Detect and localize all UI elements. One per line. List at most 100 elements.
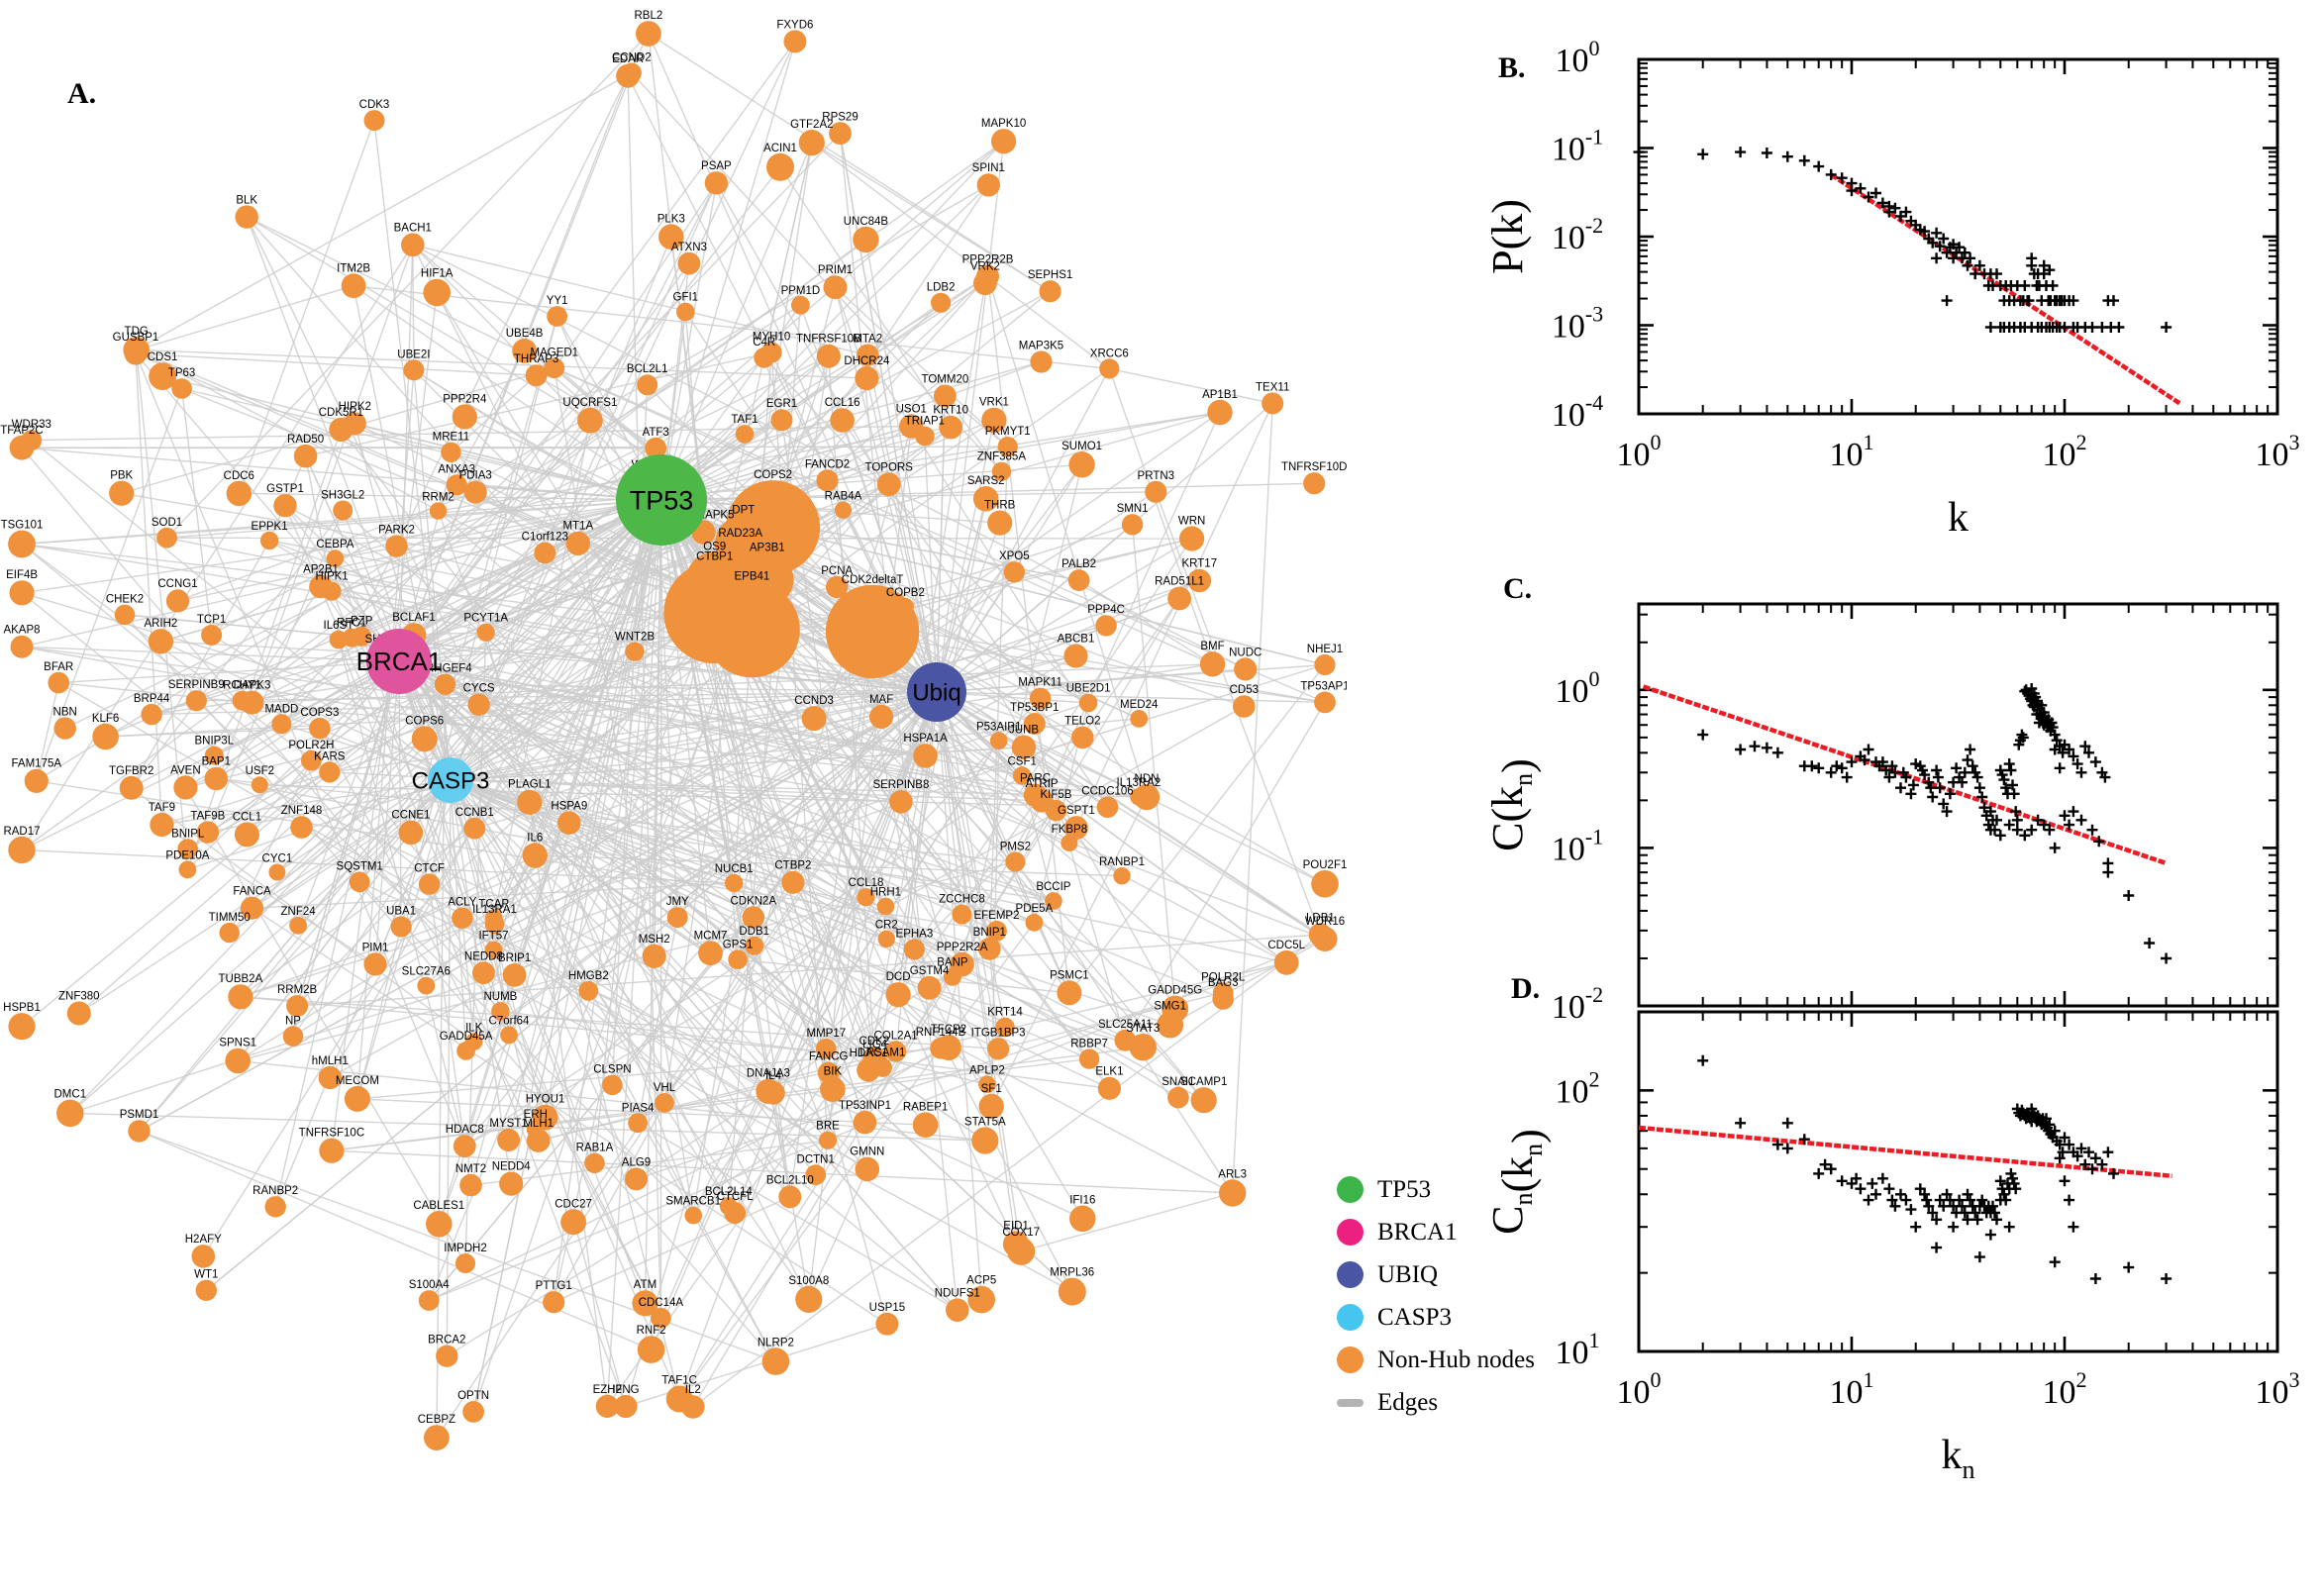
svg-text:WDR33: WDR33 [12,419,51,431]
svg-text:EFEMP2: EFEMP2 [973,910,1019,922]
svg-text:ERH: ERH [524,1109,548,1121]
svg-text:MT1A: MT1A [562,521,593,533]
svg-text:ELK1: ELK1 [1095,1066,1123,1078]
svg-text:CTBP1: CTBP1 [696,550,733,562]
svg-text:RAD51L1: RAD51L1 [1155,576,1204,588]
svg-text:RAD17: RAD17 [3,826,40,838]
svg-text:MADD: MADD [264,703,298,715]
svg-text:CCDC106: CCDC106 [1081,786,1133,798]
svg-text:JUNB: JUNB [1009,725,1039,737]
svg-text:JMY: JMY [666,896,689,908]
svg-text:PBK: PBK [110,470,133,482]
svg-text:TFAP2C: TFAP2C [0,425,43,437]
svg-text:SEPHS1: SEPHS1 [1028,269,1072,281]
svg-text:LDB1: LDB1 [1306,912,1335,924]
svg-text:ARL3: ARL3 [1218,1168,1247,1180]
svg-text:TAF9B: TAF9B [190,810,225,822]
svg-text:USP15: USP15 [869,1302,905,1314]
svg-text:100: 100 [1617,430,1662,473]
svg-text:NEDD8: NEDD8 [464,950,503,962]
svg-text:ITGB1BP3: ITGB1BP3 [971,1027,1026,1039]
svg-text:SERPINB8: SERPINB8 [872,779,929,791]
svg-text:S100A8: S100A8 [788,1275,829,1287]
svg-text:BANP: BANP [937,957,968,969]
svg-text:SOD1: SOD1 [152,517,182,529]
svg-text:BLK: BLK [236,194,257,206]
svg-text:POLR2H: POLR2H [288,740,334,751]
svg-text:VRK2: VRK2 [970,260,1000,272]
svg-text:UBE2I: UBE2I [397,349,430,360]
svg-text:AVEN: AVEN [170,764,200,776]
svg-text:SF1: SF1 [981,1083,1002,1095]
svg-text:HDAC8: HDAC8 [446,1124,484,1136]
svg-text:PSMC1: PSMC1 [1050,969,1089,981]
node-swatch-icon [1337,1176,1364,1203]
svg-text:CTCFL: CTCFL [717,1191,755,1203]
svg-text:NBN: NBN [53,706,77,718]
svg-text:CCND3: CCND3 [794,695,834,707]
svg-text:101: 101 [1556,1328,1600,1371]
svg-text:ACIN1: ACIN1 [763,143,797,154]
svg-text:TAF1C: TAF1C [661,1375,697,1387]
svg-text:HSPA9: HSPA9 [551,800,587,812]
svg-text:DCD: DCD [886,971,911,983]
svg-text:C4R: C4R [753,337,775,349]
svg-text:CABLES1: CABLES1 [413,1200,464,1212]
svg-text:PTTG1: PTTG1 [536,1280,572,1292]
svg-text:102: 102 [1556,1066,1600,1110]
ylabel-B: P(k) [1485,199,1532,274]
svg-text:TP53: TP53 [630,485,694,515]
svg-text:NLRP2: NLRP2 [758,1337,794,1348]
svg-text:CTCF: CTCF [414,862,445,874]
svg-text:TP63: TP63 [168,367,196,379]
svg-text:BRCA2: BRCA2 [428,1335,465,1347]
svg-text:RBL2: RBL2 [635,10,663,22]
svg-text:WNT2B: WNT2B [615,632,656,644]
svg-text:BMF: BMF [1200,641,1224,652]
svg-text:DAPK3: DAPK3 [234,680,271,692]
svg-text:DMC1: DMC1 [54,1089,87,1101]
svg-text:CDK2deltaT: CDK2deltaT [842,574,904,586]
svg-text:UBE2D1: UBE2D1 [1066,683,1111,695]
svg-text:THRB: THRB [984,499,1016,511]
svg-text:TNFRSF10C: TNFRSF10C [299,1128,364,1140]
svg-text:NEDD4: NEDD4 [492,1161,532,1173]
svg-text:SLC25A11: SLC25A11 [1098,1019,1153,1031]
svg-text:EGR1: EGR1 [766,398,797,410]
svg-text:HIPK2: HIPK2 [339,401,371,413]
svg-text:PSAP: PSAP [701,160,732,172]
svg-text:ZNF380: ZNF380 [58,991,100,1003]
panel-b-label: B. [1498,51,1526,84]
scatter-points-B [1633,147,2172,333]
svg-text:CYCS: CYCS [463,683,495,695]
svg-text:ZNF148: ZNF148 [281,805,323,817]
svg-text:SMARCB1: SMARCB1 [665,1196,721,1208]
node-swatch-icon [1337,1347,1364,1373]
legend-item-label: Non-Hub nodes [1377,1346,1536,1373]
scatter-points-C [1697,683,2172,964]
svg-text:CDK3: CDK3 [359,99,390,111]
chart-panel-B: 100 10-1 10-2 10-3 10-4 100 101 102 103 k P(k) [1485,36,2300,541]
svg-text:10-2: 10-2 [1552,982,1603,1026]
svg-text:DHCR24: DHCR24 [844,355,890,367]
svg-text:ARIH2: ARIH2 [144,618,177,630]
svg-text:TOPORS: TOPORS [865,461,914,473]
svg-text:BIK: BIK [824,1065,843,1077]
svg-text:MED24: MED24 [1120,699,1159,711]
svg-text:SUMO1: SUMO1 [1061,441,1102,452]
svg-text:UBE4B: UBE4B [506,328,544,340]
svg-text:CTBP2: CTBP2 [774,860,811,872]
svg-text:CDC14A: CDC14A [639,1297,684,1309]
svg-text:PIM1: PIM1 [362,942,389,953]
svg-text:COPS2: COPS2 [754,469,792,481]
svg-text:OPTN: OPTN [457,1390,489,1402]
legend-item-tp53: TP53 [1337,1168,1535,1211]
svg-text:GADD45G: GADD45G [1148,985,1202,997]
hub-nodes-layer: TP53 BRCA1 Ubiq CASP3 [356,454,966,803]
svg-text:TUBB2A: TUBB2A [219,973,263,985]
svg-text:TELO2: TELO2 [1064,716,1100,728]
svg-text:CASP3: CASP3 [412,767,490,794]
svg-text:POU2F1: POU2F1 [1303,859,1347,871]
svg-text:STAT3: STAT3 [1126,1023,1160,1035]
svg-text:RCHY1: RCHY1 [223,680,261,692]
